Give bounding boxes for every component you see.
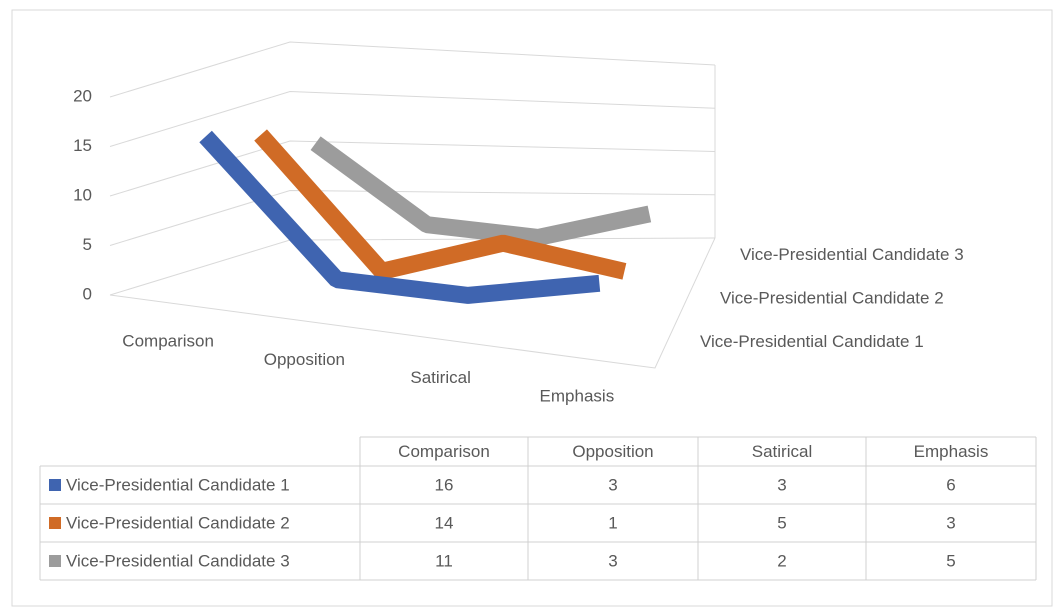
x-tick-label: Satirical <box>410 368 470 387</box>
series-label: Vice-Presidential Candidate 2 <box>720 288 944 307</box>
floor-edge <box>109 237 716 369</box>
table-cell: 11 <box>435 551 453 570</box>
table-cell: 5 <box>946 551 955 570</box>
series-label: Vice-Presidential Candidate 3 <box>740 245 964 264</box>
table-cell: 2 <box>777 551 786 570</box>
table-cell: 5 <box>777 513 786 532</box>
table-cell: 14 <box>435 513 454 532</box>
x-tick-label: Comparison <box>122 332 214 351</box>
legend-swatch <box>49 555 61 567</box>
series-line <box>310 136 652 246</box>
table-cell: 16 <box>435 475 454 494</box>
table-cell: 6 <box>946 475 955 494</box>
table-header: Satirical <box>752 442 812 461</box>
series-line <box>254 129 627 280</box>
grid-line <box>109 189 716 246</box>
y-tick-label: 10 <box>73 185 92 204</box>
y-tick-label: 20 <box>73 86 92 105</box>
series-line <box>199 130 601 304</box>
legend-label: Vice-Presidential Candidate 1 <box>66 475 290 494</box>
table-cell: 3 <box>946 513 955 532</box>
x-tick-label: Emphasis <box>540 386 615 405</box>
y-tick-label: 5 <box>83 235 92 254</box>
table-cell: 3 <box>608 475 617 494</box>
table-cell: 3 <box>777 475 786 494</box>
grid-line <box>109 90 716 147</box>
legend-swatch <box>49 517 61 529</box>
legend-label: Vice-Presidential Candidate 3 <box>66 551 290 570</box>
grid-line <box>109 140 716 197</box>
table-cell: 3 <box>608 551 617 570</box>
grid-line <box>109 41 716 98</box>
chart-frame <box>11 9 1053 607</box>
table-header: Emphasis <box>914 442 989 461</box>
x-tick-label: Opposition <box>264 350 345 369</box>
table-header: Opposition <box>572 442 653 461</box>
legend-swatch <box>49 479 61 491</box>
y-tick-label: 15 <box>73 136 92 155</box>
table-cell: 1 <box>608 513 617 532</box>
legend-label: Vice-Presidential Candidate 2 <box>66 513 290 532</box>
series-label: Vice-Presidential Candidate 1 <box>700 332 924 351</box>
table-header: Comparison <box>398 442 490 461</box>
y-tick-label: 0 <box>83 284 92 303</box>
